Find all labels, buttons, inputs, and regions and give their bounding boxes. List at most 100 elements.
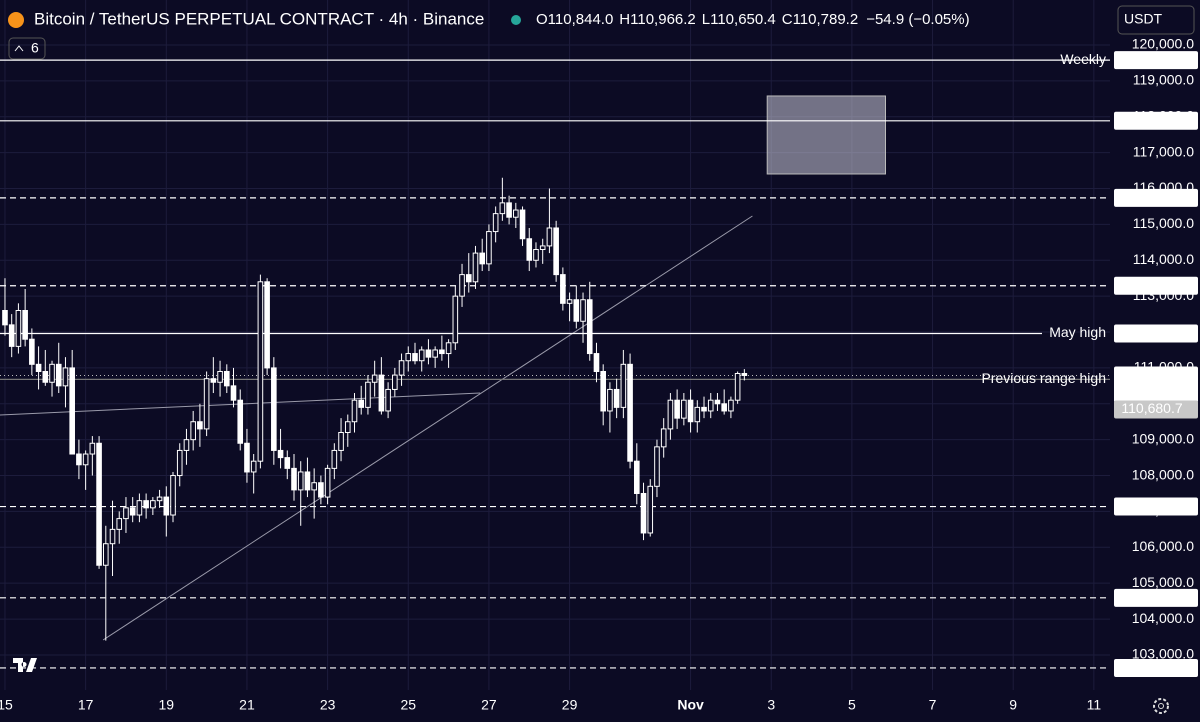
y-tick-label: 114,000.0	[1133, 251, 1194, 267]
candle-body	[432, 349, 438, 358]
candle-body	[506, 202, 512, 218]
candle-body	[55, 363, 62, 387]
y-tick-label: 106,000.0	[1132, 538, 1194, 554]
gear[interactable]	[1153, 698, 1169, 714]
candle-body	[183, 439, 190, 451]
x-tick-label: 23	[320, 697, 336, 713]
candle-body	[452, 295, 459, 344]
trendline	[102, 215, 753, 641]
ohlc-key: L	[702, 11, 710, 28]
candle-body	[291, 467, 297, 491]
level-label: Weekly	[1060, 51, 1106, 67]
candle-body	[257, 281, 264, 462]
candle-body	[318, 482, 324, 498]
candle-body	[593, 353, 600, 372]
candle-body	[344, 421, 351, 433]
x-tick-label: 21	[239, 697, 255, 713]
candle-body	[573, 299, 580, 322]
candle-body	[244, 442, 250, 473]
candle-body	[513, 209, 519, 218]
indicators-toggle[interactable]: 6	[8, 37, 46, 60]
candle-body	[230, 385, 237, 401]
price-tag	[1114, 188, 1198, 207]
x-tick-label: 19	[159, 697, 175, 713]
candle-body	[566, 299, 573, 304]
indicators-count: 6	[31, 40, 39, 56]
currency: USDT	[1124, 11, 1163, 27]
candle-body	[109, 528, 116, 545]
candle-body	[445, 342, 452, 355]
candle-body	[371, 374, 378, 383]
zone	[766, 95, 886, 175]
price-tag-label: 111,959.0	[1122, 324, 1182, 340]
candle-body	[472, 252, 479, 283]
candle-body	[331, 449, 338, 469]
y-tick-label: 115,000.0	[1133, 215, 1194, 231]
y-tick-label: 120,000.0	[1132, 36, 1194, 52]
candle-body	[82, 453, 89, 466]
price-tag	[1114, 51, 1198, 70]
candle-body	[546, 227, 553, 247]
candle-body	[405, 353, 412, 362]
x-tick-label: 7	[929, 697, 937, 713]
change: −54.9 (−0.05%)	[866, 11, 969, 28]
currency-button[interactable]: USDT	[1117, 5, 1195, 35]
candle-body	[378, 374, 385, 412]
candle-body	[647, 485, 654, 534]
candle-body	[392, 374, 398, 390]
candle-body	[116, 518, 123, 530]
currency-box[interactable]	[1117, 5, 1195, 35]
candle-body	[586, 299, 593, 355]
plot: Weekly May high Previous range high	[0, 51, 1110, 669]
coin-icon	[8, 12, 24, 28]
y-tick-label: 105,000.0	[1132, 574, 1194, 590]
candle-body	[22, 310, 28, 340]
candle-body	[49, 363, 55, 383]
x-tick-label: 11	[1087, 697, 1102, 713]
candle-body	[2, 310, 8, 326]
candle-body	[271, 367, 277, 451]
candle-body	[425, 349, 432, 358]
x-tick-label: 15	[0, 697, 13, 713]
candle-body	[701, 406, 707, 412]
candle-body	[324, 467, 331, 498]
candle-body	[190, 421, 196, 441]
candle-body	[210, 378, 217, 383]
chevron	[14, 45, 24, 52]
x-tick-label: 29	[562, 697, 578, 713]
candle-body	[170, 475, 176, 516]
candle-body	[721, 403, 727, 412]
level-label: Previous range high	[981, 370, 1106, 386]
ohlc-value: 110,789.2	[793, 11, 859, 28]
candle-body	[654, 446, 660, 487]
candle-body	[499, 202, 506, 215]
ohlc-value: 110,650.4	[710, 11, 776, 28]
gear-hub	[1158, 703, 1164, 709]
candle-body	[519, 209, 526, 240]
candle-body	[223, 370, 230, 387]
price-tag-label: 110,680.7	[1121, 400, 1182, 416]
candle-body	[479, 252, 486, 265]
y-tick-label: 103,000.0	[1132, 646, 1194, 662]
y-tick-label: 119,000.0	[1133, 72, 1194, 88]
ohlc-key: O	[536, 11, 548, 28]
candle-body	[734, 373, 741, 401]
candle-body	[351, 399, 358, 423]
settings[interactable]	[1153, 698, 1169, 714]
status-dot	[511, 15, 521, 25]
symbol-title: Bitcoin / TetherUS PERPETUAL CONTRACT · …	[34, 9, 484, 28]
indicators-box[interactable]	[8, 37, 46, 60]
price-tag	[1114, 588, 1198, 607]
candle-body	[62, 367, 69, 387]
candle-body	[304, 471, 311, 491]
candle-body	[627, 363, 633, 462]
candle-body	[533, 249, 539, 261]
x-tick-label: Nov	[677, 697, 704, 713]
candle-body	[620, 363, 627, 408]
candle-body	[264, 281, 270, 369]
y-tick-label: 108,000.0	[1132, 466, 1194, 482]
ohlc-value: 110,966.2	[630, 11, 696, 28]
price-tag-label: 115,738.7	[1121, 189, 1182, 205]
